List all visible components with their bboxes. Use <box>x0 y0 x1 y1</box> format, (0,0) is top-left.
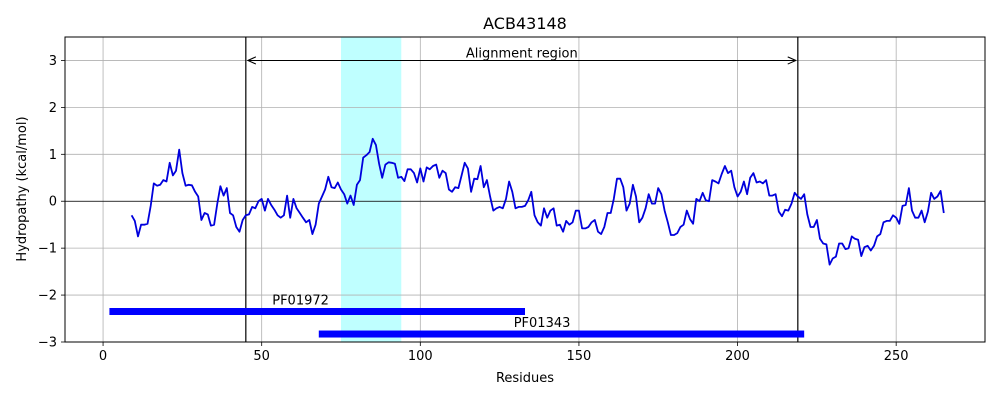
y-axis-label: Hydropathy (kcal/mol) <box>15 116 30 261</box>
x-tick-label: 200 <box>725 349 750 364</box>
x-tick-label: 100 <box>408 349 433 364</box>
x-axis-label: Residues <box>496 371 554 386</box>
series-layer <box>130 137 945 266</box>
reference-layer <box>65 37 985 342</box>
y-tick-label: 3 <box>49 54 57 69</box>
grid-layer <box>65 37 985 343</box>
x-tick-label: 0 <box>99 349 107 364</box>
x-tick-label: 250 <box>884 349 909 364</box>
chart-title: ACB43148 <box>483 14 567 33</box>
y-tick-label: 1 <box>49 148 57 163</box>
domain-bar <box>318 330 805 338</box>
x-tick-label: 50 <box>253 349 270 364</box>
plot-frame <box>64 36 986 343</box>
y-tick-label: 2 <box>49 101 57 116</box>
x-tick-label: 150 <box>567 349 592 364</box>
ticks-layer: 0 50 100 150 200 250 −3 −2 −1 0 1 2 3 <box>38 54 909 364</box>
hydropathy-line <box>130 137 945 266</box>
domain-bar <box>109 308 526 315</box>
annotation-layer: Alignment region <box>248 46 796 61</box>
y-tick-label: −2 <box>38 289 57 304</box>
highlight-band <box>341 37 402 342</box>
y-tick-label: 0 <box>49 195 57 210</box>
alignment-region-label: Alignment region <box>466 46 578 61</box>
y-tick-label: −3 <box>38 336 57 351</box>
domain-label: PF01972 <box>272 294 329 309</box>
y-tick-label: −1 <box>38 242 57 257</box>
highlight-layer <box>341 37 402 342</box>
domain-label: PF01343 <box>514 316 571 331</box>
domains-layer: PF01972 PF01343 <box>109 294 805 338</box>
